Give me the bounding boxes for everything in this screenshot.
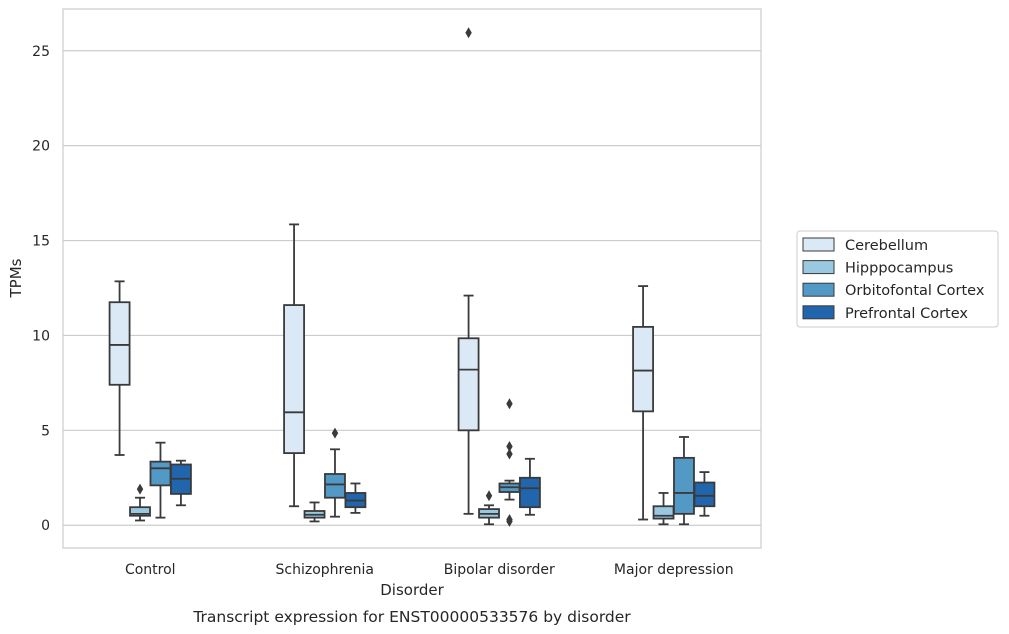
x-axis-label: Disorder — [380, 581, 444, 599]
box-3-1 — [344, 482, 367, 514]
y-tick-label-5: 25 — [32, 44, 50, 60]
outlier-3 — [506, 440, 513, 452]
x-tick-label-2: Bipolar disorder — [444, 562, 555, 578]
box-body — [519, 476, 541, 509]
x-tick-label-3: Major depression — [614, 562, 734, 578]
outlier-4 — [506, 398, 513, 410]
legend-label-1: Hipppocampus — [845, 261, 953, 277]
chart-caption: Transcript expression for ENST0000053357… — [192, 608, 631, 626]
legend-entries: Cerebellum Hipppocampus Orbitofontal Corte… — [802, 237, 985, 322]
legend: Cerebellum Hipppocampus Orbitofontal Corte… — [796, 230, 999, 328]
series-3 — [170, 457, 716, 517]
plot-frame — [62, 8, 762, 549]
x-tick-labels: Control Schizophrenia Bipolar disorder Majo… — [125, 562, 734, 578]
box-0-2 — [457, 27, 480, 515]
legend-swatch-3 — [802, 305, 835, 320]
y-tick-label-2: 10 — [32, 328, 50, 344]
legend-swatch-1 — [802, 260, 835, 275]
x-tick-label-1: Schizophrenia — [276, 562, 374, 578]
legend-item-3: Prefrontal Cortex — [802, 305, 968, 322]
legend-swatch-0 — [802, 237, 835, 252]
y-tick-label-4: 20 — [32, 139, 50, 155]
series-2 — [149, 398, 695, 527]
outlier-0 — [485, 490, 493, 502]
box-body — [149, 460, 172, 487]
plot-area — [63, 9, 761, 548]
outlier-0 — [136, 483, 144, 495]
y-tick-label-3: 15 — [32, 234, 50, 250]
box-3-3 — [693, 471, 716, 517]
box-body — [283, 304, 305, 455]
y-axis-label: TPMs — [7, 258, 25, 298]
outlier-0 — [331, 427, 339, 439]
box-2-0 — [149, 441, 172, 519]
outlier-0 — [465, 27, 472, 39]
series-0 — [108, 27, 654, 521]
legend-swatch-2 — [802, 282, 835, 297]
box-body — [652, 505, 675, 520]
x-tick-label-0: Control — [125, 562, 176, 578]
box-0-1 — [283, 223, 305, 508]
legend-item-2: Orbitofontal Cortex — [802, 282, 985, 299]
outlier-1 — [506, 514, 513, 526]
box-1-3 — [652, 492, 675, 526]
legend-item-0: Cerebellum — [802, 237, 928, 254]
box-2-1 — [324, 427, 346, 518]
box-body — [457, 337, 480, 432]
box-body — [324, 473, 346, 499]
box-body — [108, 301, 131, 386]
box-1-1 — [303, 501, 326, 523]
grid-lines — [63, 50, 761, 526]
y-tick-labels: 0 5 10 15 20 25 — [32, 44, 50, 534]
outlier-2 — [506, 448, 513, 460]
box-series — [108, 27, 716, 527]
box-body — [632, 325, 654, 413]
box-body — [693, 481, 716, 508]
box-0-3 — [632, 285, 654, 521]
legend-frame — [796, 230, 999, 328]
legend-label-3: Prefrontal Cortex — [845, 306, 968, 322]
y-tick-label-1: 5 — [41, 423, 50, 439]
box-2-3 — [673, 436, 695, 526]
box-1-2 — [478, 490, 500, 526]
y-tick-label-0: 0 — [41, 518, 50, 534]
box-0-0 — [108, 280, 131, 456]
series-1 — [129, 483, 675, 526]
box-body — [129, 506, 151, 517]
box-3-2 — [519, 457, 541, 516]
legend-label-2: Orbitofontal Cortex — [845, 283, 985, 299]
legend-label-0: Cerebellum — [845, 238, 928, 254]
legend-item-1: Hipppocampus — [802, 260, 953, 277]
box-body — [673, 456, 695, 515]
box-3-0 — [170, 459, 192, 507]
box-1-0 — [129, 483, 151, 522]
